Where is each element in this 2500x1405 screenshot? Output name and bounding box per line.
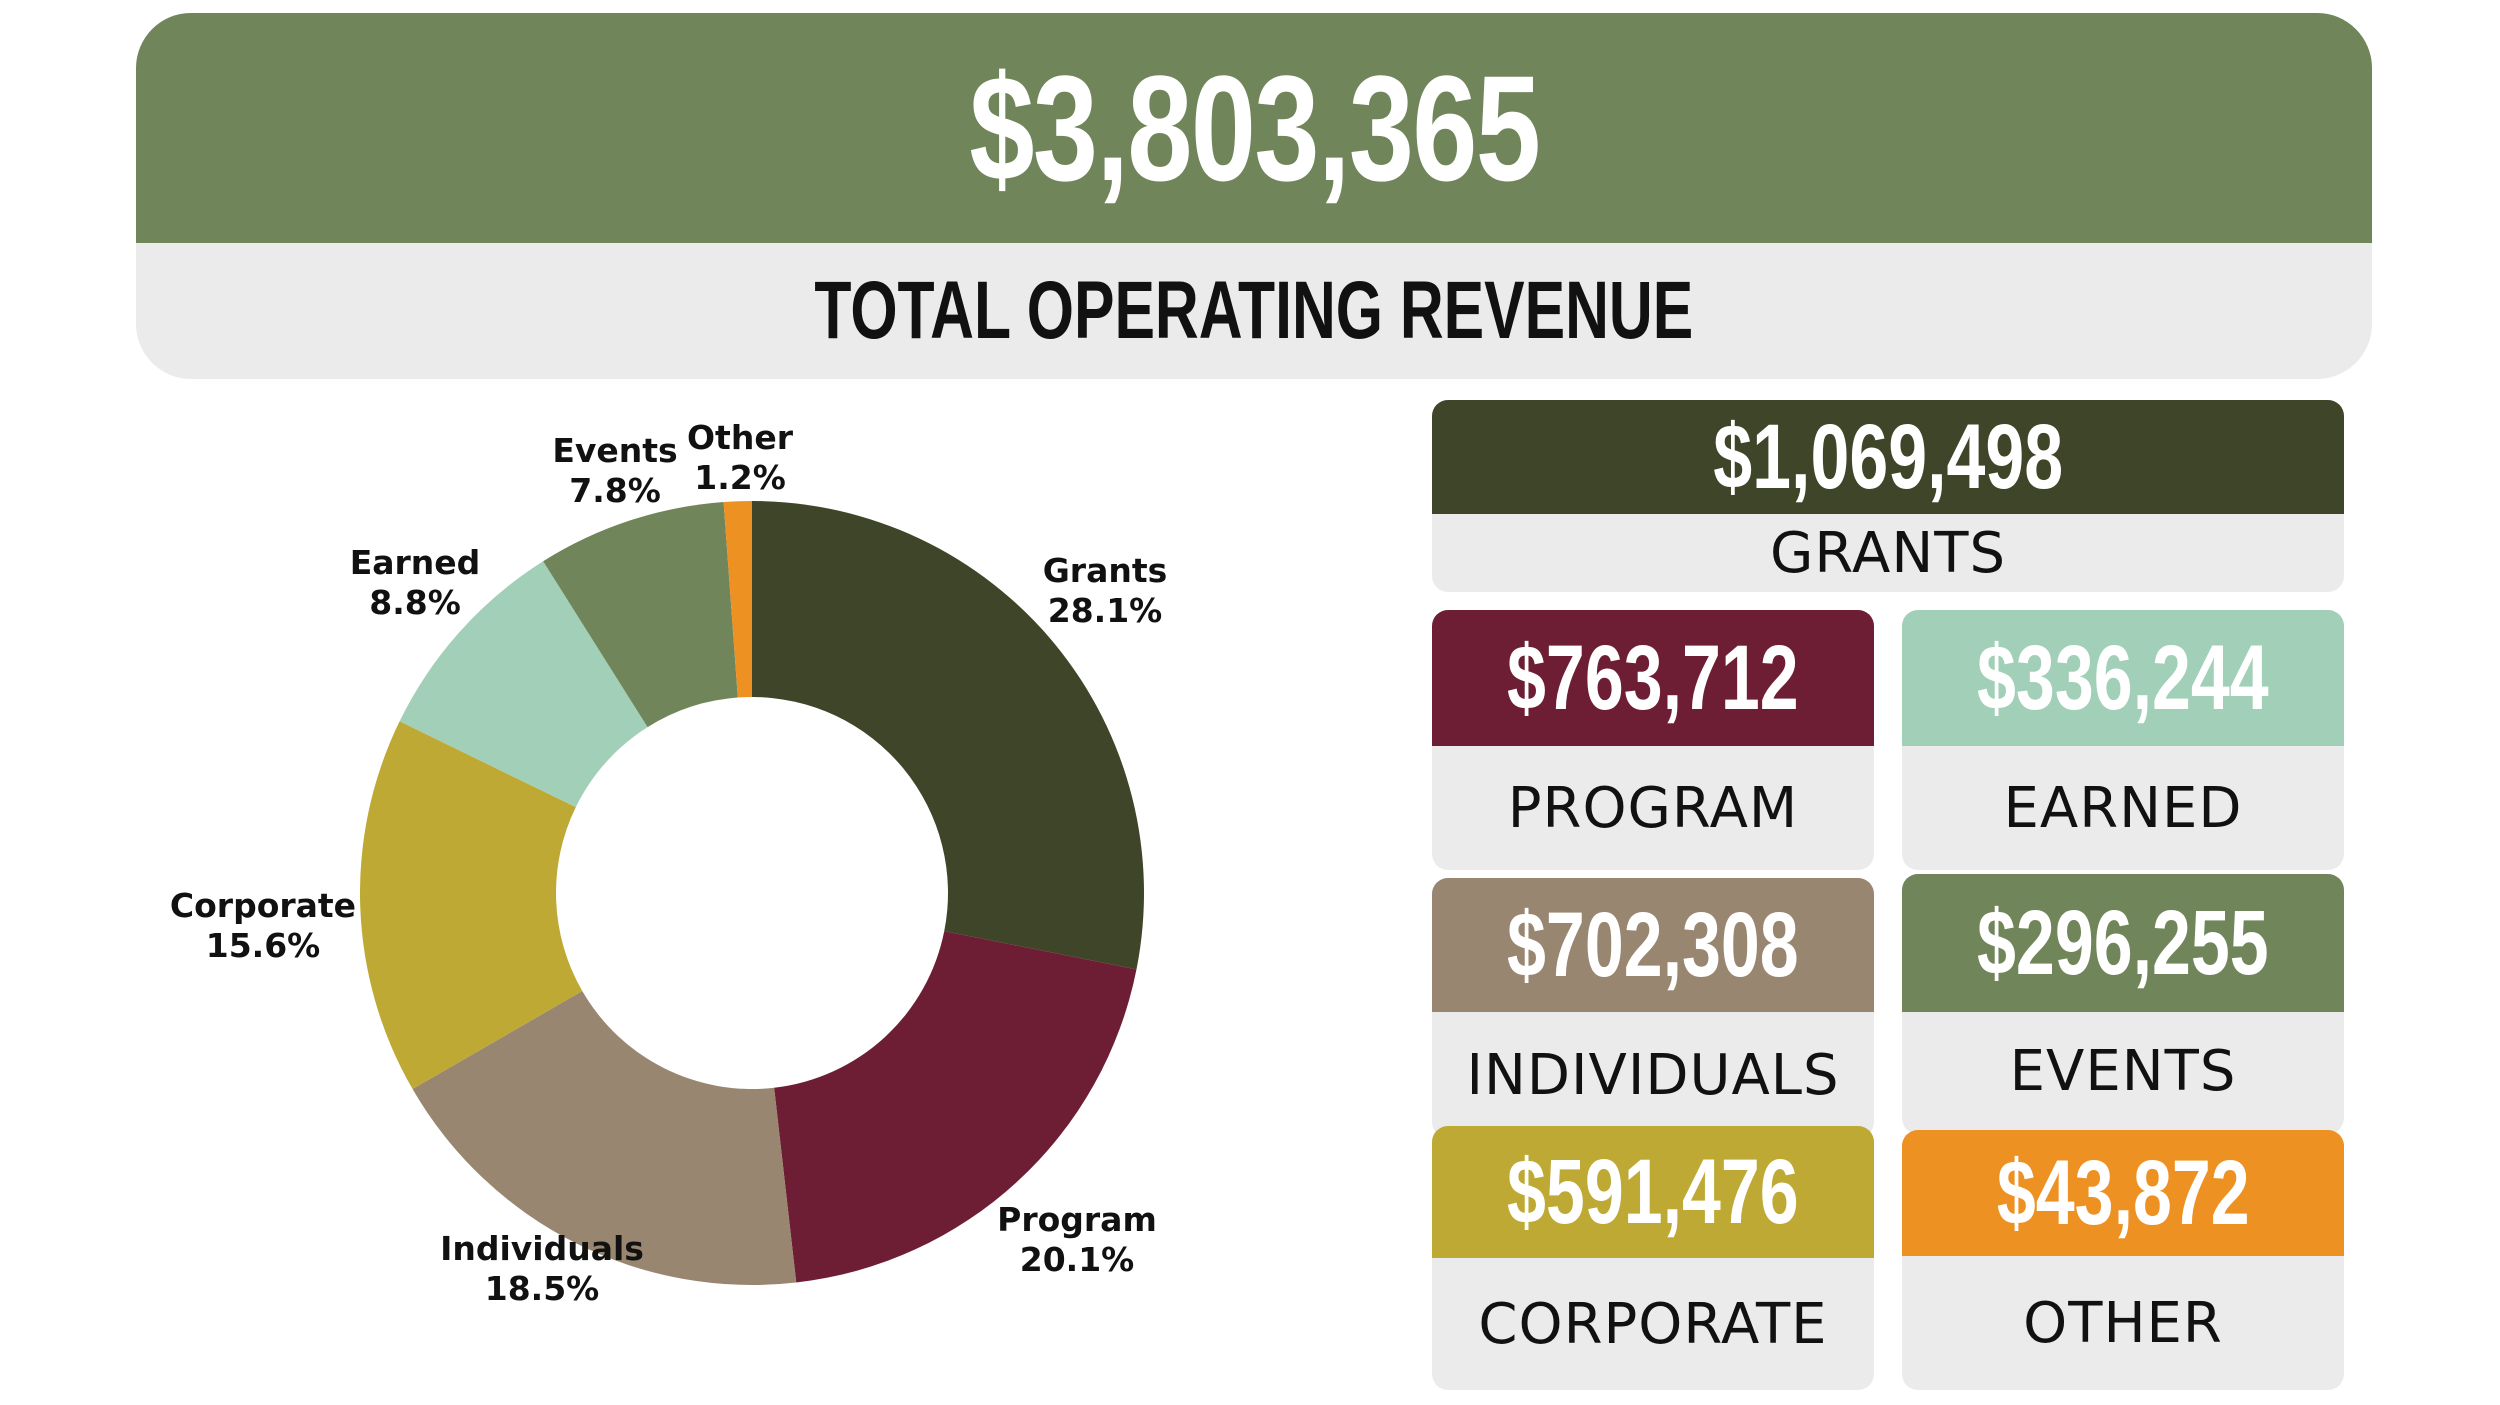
corporate-card-footer: CORPORATE (1432, 1258, 1874, 1390)
slice-label-events: Events 7.8% (552, 431, 677, 510)
program-value: $763,712 (1507, 626, 1799, 729)
other-card: $43,872 OTHER (1902, 1130, 2344, 1390)
grants-card-header: $1,069,498 (1432, 400, 2344, 514)
slice-corporate (359, 721, 583, 1090)
individuals-value: $702,308 (1507, 893, 1799, 996)
earned-card-header: $336,244 (1902, 610, 2344, 746)
slice-individuals (412, 991, 797, 1285)
total-revenue-value: $3,803,365 (969, 43, 1541, 212)
program-card: $763,712 PROGRAM (1432, 610, 1874, 870)
events-label: EVENTS (2009, 1038, 2237, 1104)
other-value: $43,872 (1996, 1141, 2250, 1244)
slice-events (543, 502, 738, 728)
total-revenue-header: $3,803,365 TOTAL OPERATING REVENUE (136, 13, 2372, 379)
earned-card-footer: EARNED (1902, 746, 2344, 870)
individuals-card-header: $702,308 (1432, 878, 1874, 1012)
grants-card: $1,069,498 GRANTS (1432, 400, 2344, 592)
individuals-label: INDIVIDUALS (1466, 1042, 1840, 1108)
grants-label: GRANTS (1770, 520, 2006, 586)
events-card-footer: EVENTS (1902, 1008, 2344, 1134)
corporate-card: $591,476 CORPORATE (1432, 1126, 1874, 1390)
corporate-label: CORPORATE (1478, 1291, 1828, 1357)
other-card-footer: OTHER (1902, 1256, 2344, 1390)
corporate-card-header: $591,476 (1432, 1126, 1874, 1258)
slice-label-grants: Grants 28.1% (1043, 551, 1168, 630)
program-card-footer: PROGRAM (1432, 746, 1874, 870)
earned-card: $336,244 EARNED (1902, 610, 2344, 870)
slice-earned (399, 561, 648, 808)
slice-label-corporate: Corporate 15.6% (170, 886, 356, 965)
grants-value: $1,069,498 (1713, 405, 2063, 508)
grants-card-footer: GRANTS (1432, 514, 2344, 592)
slice-other (723, 501, 752, 698)
program-label: PROGRAM (1507, 775, 1799, 841)
slice-label-other: Other 1.2% (687, 418, 794, 497)
other-card-header: $43,872 (1902, 1130, 2344, 1256)
slice-label-program: Program 20.1% (997, 1200, 1157, 1279)
slice-label-earned: Earned 8.8% (350, 543, 481, 622)
other-label: OTHER (2023, 1290, 2223, 1356)
individuals-card: $702,308 INDIVIDUALS (1432, 878, 1874, 1138)
revenue-donut-chart: Grants 28.1% Program 20.1% Individuals 18.5% C… (170, 418, 1168, 1308)
corporate-value: $591,476 (1507, 1140, 1799, 1243)
total-revenue-label: TOTAL OPERATING REVENUE (814, 265, 1694, 356)
slice-program (774, 931, 1137, 1283)
individuals-card-footer: INDIVIDUALS (1432, 1012, 1874, 1138)
events-card: $296,255 EVENTS (1902, 874, 2344, 1134)
earned-value: $336,244 (1977, 626, 2269, 729)
events-value: $296,255 (1977, 891, 2269, 994)
events-card-header: $296,255 (1902, 874, 2344, 1012)
slice-label-individuals: Individuals 18.5% (440, 1229, 644, 1308)
total-revenue-banner: $3,803,365 (136, 13, 2372, 243)
slice-grants (752, 501, 1144, 970)
program-card-header: $763,712 (1432, 610, 1874, 746)
total-revenue-caption: TOTAL OPERATING REVENUE (136, 243, 2372, 379)
earned-label: EARNED (2003, 775, 2243, 841)
